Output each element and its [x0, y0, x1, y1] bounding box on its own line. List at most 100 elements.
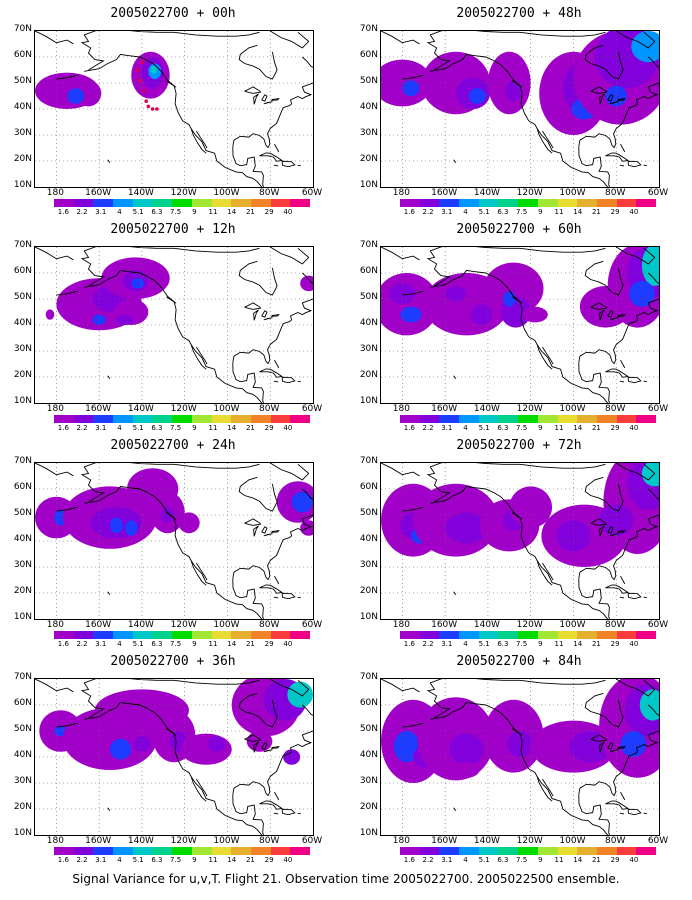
variance-region: [246, 731, 273, 752]
variance-region: [131, 278, 145, 289]
colorbar-segment: [172, 199, 192, 207]
coastline: [274, 143, 280, 153]
coastline: [605, 584, 630, 594]
variance-region: [522, 306, 548, 323]
coastline: [84, 701, 263, 835]
colorbar-tick-label: 14: [227, 856, 237, 864]
flight-track-point: [155, 107, 159, 111]
colorbar-tick-label: 7.5: [170, 640, 182, 648]
colorbar-segment: [73, 199, 94, 207]
coastline: [584, 260, 624, 296]
latitude-label: 20N: [359, 370, 378, 380]
colorbar-tick-label: 40: [283, 640, 293, 648]
variance-region: [109, 738, 132, 760]
coastline: [35, 247, 57, 260]
coastline: [35, 463, 57, 476]
longitude-label: 140W: [127, 404, 154, 414]
colorbar-segment: [54, 847, 74, 855]
flight-track-point: [144, 99, 148, 103]
colorbar-tick-label: 29: [610, 424, 620, 432]
colorbar-segment: [290, 199, 310, 207]
variance-region: [389, 283, 416, 305]
colorbar-segment: [132, 631, 153, 639]
colorbar-segment: [498, 631, 519, 639]
latitude-label: 60N: [13, 266, 32, 276]
coastline: [627, 808, 642, 816]
colorbar-segment: [596, 199, 617, 207]
colorbar-tick-label: 29: [610, 208, 620, 216]
coastline: [512, 728, 523, 736]
colorbar: [54, 631, 310, 639]
coastline: [196, 346, 208, 365]
latitude-label: 40N: [13, 534, 32, 544]
coastline: [542, 778, 554, 797]
colorbar-tick-label: 21: [591, 856, 601, 864]
longitude-label: 100W: [213, 620, 240, 630]
latitude-label: 70N: [13, 24, 32, 34]
colorbar-tick-label: 21: [245, 640, 255, 648]
map-svg: [381, 463, 659, 619]
coastline: [84, 247, 260, 253]
coastline: [599, 93, 605, 105]
colorbar-tick-label: 6.3: [151, 424, 163, 432]
colorbar-tick-label: 6.3: [497, 208, 509, 216]
colorbar-tick-label: 21: [591, 640, 601, 648]
coastline: [80, 34, 105, 71]
colorbar-segment: [616, 415, 637, 423]
colorbar-labels: 1.6 2.2 3.1 4 5.1 6.3 7.5 9 11 14 21 29 40: [400, 208, 656, 216]
variance-region: [402, 80, 420, 96]
colorbar-tick-label: 40: [629, 208, 639, 216]
coastline: [259, 800, 284, 810]
coastline: [263, 533, 273, 537]
colorbar-tick-label: 3.1: [95, 640, 107, 648]
latitude-label: 70N: [359, 24, 378, 34]
colorbar-segment: [270, 415, 291, 423]
latitude-label: 10N: [13, 396, 32, 406]
coastline: [244, 734, 262, 742]
coastline: [578, 794, 610, 835]
variance-region: [641, 247, 659, 286]
coastline: [512, 80, 523, 88]
colorbar-segment: [616, 199, 637, 207]
coastline: [619, 812, 625, 815]
longitude-label: 60W: [301, 836, 323, 846]
colorbar-tick-label: 7.5: [516, 424, 528, 432]
coastline: [430, 31, 606, 37]
latitude-label: 10N: [359, 828, 378, 838]
latitude-label: 70N: [359, 456, 378, 466]
coastline: [616, 98, 626, 101]
latitude-label: 20N: [13, 154, 32, 164]
longitude-label: 80W: [259, 404, 280, 414]
colorbar-tick-label: 3.1: [441, 640, 453, 648]
longitude-label: 140W: [127, 836, 154, 846]
coastline: [269, 31, 310, 49]
colorbar-tick-label: 21: [245, 856, 255, 864]
longitude-label: 160W: [431, 620, 458, 630]
colorbar-segment: [596, 415, 617, 423]
coastline: [107, 159, 111, 164]
longitude-label: 80W: [259, 620, 280, 630]
map-svg: [381, 31, 659, 187]
colorbar-segment: [250, 847, 271, 855]
colorbar-tick-label: 2.2: [76, 424, 88, 432]
colorbar-segment: [132, 847, 153, 855]
coastline: [190, 344, 207, 370]
colorbar-tick-label: 5.1: [132, 208, 144, 216]
colorbar-segment: [498, 847, 519, 855]
coastline: [190, 128, 207, 154]
coastline: [273, 164, 279, 167]
longitude-label: 180: [46, 620, 64, 630]
longitude-label: 120W: [516, 620, 543, 630]
colorbar-segment: [132, 199, 153, 207]
longitude-label: 100W: [213, 836, 240, 846]
panel-title: 2005022700 + 60h: [456, 222, 582, 237]
coastline: [607, 742, 614, 750]
longitude-label: 60W: [647, 404, 669, 414]
colorbar-labels: 1.6 2.2 3.1 4 5.1 6.3 7.5 9 11 14 21 29 40: [400, 856, 656, 864]
colorbar-segment: [211, 631, 232, 639]
latitude-label: 30N: [359, 776, 378, 786]
coastline: [274, 359, 280, 369]
latitude-label: 30N: [13, 344, 32, 354]
longitude-label: 160W: [431, 404, 458, 414]
coastline: [615, 31, 656, 49]
